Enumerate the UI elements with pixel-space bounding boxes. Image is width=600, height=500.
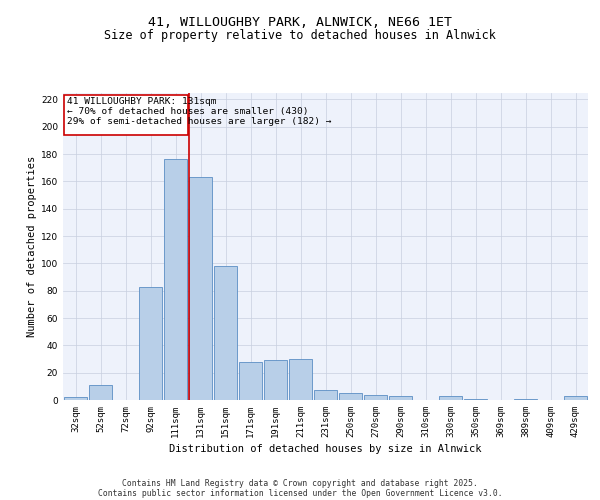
Bar [189,177,212,400]
Bar [464,398,487,400]
Bar [564,396,587,400]
Bar [164,160,187,400]
Bar [214,266,237,400]
Text: Contains public sector information licensed under the Open Government Licence v3: Contains public sector information licen… [98,488,502,498]
Bar [314,390,337,400]
Text: 41, WILLOUGHBY PARK, ALNWICK, NE66 1ET: 41, WILLOUGHBY PARK, ALNWICK, NE66 1ET [148,16,452,29]
Bar [339,393,362,400]
Y-axis label: Number of detached properties: Number of detached properties [27,156,37,337]
Bar [264,360,287,400]
Bar [239,362,262,400]
Bar [389,396,412,400]
Text: Contains HM Land Registry data © Crown copyright and database right 2025.: Contains HM Land Registry data © Crown c… [122,478,478,488]
Bar [439,396,462,400]
Bar [89,385,112,400]
Text: Size of property relative to detached houses in Alnwick: Size of property relative to detached ho… [104,29,496,42]
Bar [64,95,188,135]
Bar [289,359,312,400]
Bar [514,398,537,400]
Bar [364,394,387,400]
X-axis label: Distribution of detached houses by size in Alnwick: Distribution of detached houses by size … [169,444,482,454]
Text: 41 WILLOUGHBY PARK: 131sqm
← 70% of detached houses are smaller (430)
29% of sem: 41 WILLOUGHBY PARK: 131sqm ← 70% of deta… [67,96,331,126]
Bar [64,398,87,400]
Bar [139,286,162,400]
